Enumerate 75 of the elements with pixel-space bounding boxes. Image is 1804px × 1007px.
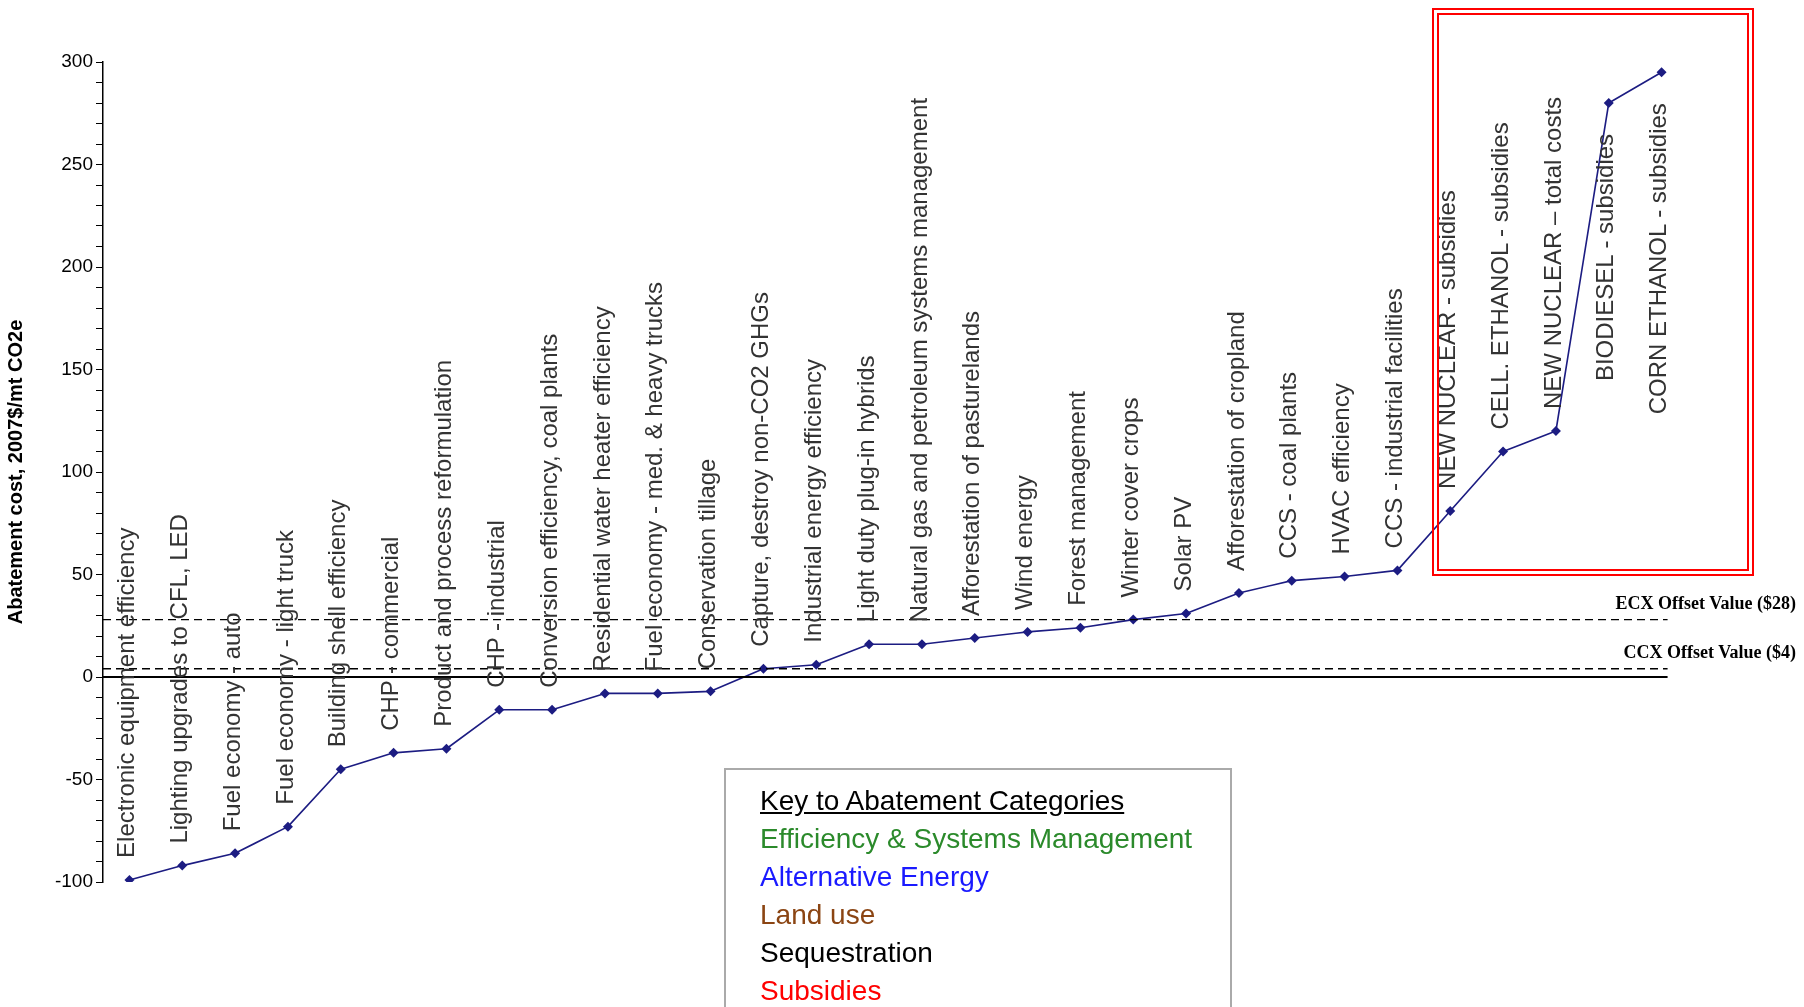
x-tick-label: BIODIESEL - subsidies	[1591, 133, 1619, 382]
x-tick-label: Residential water heater efficiency	[587, 306, 615, 672]
y-tick-label: 300	[61, 50, 93, 72]
y-tick-label: 250	[61, 152, 93, 174]
y-axis-title: Abatement cost, 2007$/mt CO2e	[3, 319, 26, 625]
x-tick-label: Wind energy	[1010, 475, 1038, 610]
x-tick-label: CORN ETHANOL - subsidies	[1644, 103, 1672, 415]
x-tick-label: Light duty plug-in hybrids	[851, 355, 879, 623]
x-tick-label: Electronic equipment efficiency	[112, 527, 140, 858]
x-tick-label: CCS - coal plants	[1274, 371, 1302, 559]
legend-title: Key to Abatement Categories	[760, 784, 1126, 818]
y-tick-label: -100	[54, 870, 93, 892]
point	[230, 848, 241, 859]
point	[1022, 626, 1033, 637]
x-tick-label: Capture, destroy non-CO2 GHGs	[746, 291, 774, 647]
point	[494, 704, 505, 715]
point	[969, 633, 980, 644]
x-tick-label: CCS - industrial facilities	[1380, 288, 1408, 549]
x-tick-label: Natural gas and petroleum systems management	[904, 97, 932, 623]
x-tick-label: Building shell efficiency	[323, 499, 351, 748]
ref-line-label: CCX Offset Value ($4)	[1623, 642, 1796, 664]
point	[1233, 587, 1244, 598]
point	[1286, 575, 1297, 586]
x-tick-label: Industrial energy efficiency	[798, 358, 826, 643]
annotation: Efficiency & Systems Management	[760, 822, 1194, 856]
x-tick-label: Lighting upgrades to CFL, LED	[164, 514, 192, 844]
x-tick-label: Fuel economy - light truck	[270, 528, 298, 805]
y-tick-label: 100	[61, 460, 93, 482]
x-tick-label: Afforestation of cropland	[1221, 311, 1249, 571]
point	[1498, 446, 1509, 457]
x-tick-label: Fuel economy - auto	[217, 612, 245, 832]
x-tick-label: Fuel economy - med. & heavy trucks	[640, 281, 668, 672]
point	[547, 704, 558, 715]
x-tick-label: Afforestation of pasturelands	[957, 310, 985, 617]
ref-line-label: ECX Offset Value ($28)	[1615, 593, 1796, 615]
point	[811, 659, 822, 670]
point	[1656, 67, 1667, 78]
x-tick-label: Conversion efficiency, coal plants	[534, 333, 562, 688]
point	[335, 764, 346, 775]
x-tick-label: CHP - industrial	[481, 520, 509, 688]
point	[1445, 505, 1456, 516]
x-tick-label: Solar PV	[1168, 496, 1196, 592]
text: Subsidies	[760, 974, 883, 1007]
point	[1181, 608, 1192, 619]
point	[864, 639, 875, 650]
x-tick-label: CELL. ETHANOL - subsidies	[1485, 122, 1513, 430]
point	[1550, 426, 1561, 436]
point	[177, 860, 188, 871]
y-tick-label: 0	[82, 665, 93, 687]
point	[599, 688, 610, 699]
point	[1075, 622, 1086, 633]
point	[1392, 565, 1403, 576]
point	[916, 639, 927, 650]
text: Sequestration	[760, 936, 934, 970]
point	[1603, 98, 1614, 108]
point	[124, 874, 135, 882]
x-tick-label: HVAC efficiency	[1327, 383, 1355, 555]
x-tick-label: Winter cover crops	[1115, 397, 1143, 598]
x-tick-label: CHP - commercial	[376, 536, 404, 731]
point	[282, 821, 293, 832]
x-tick-label: Product and process reformulation	[429, 359, 457, 727]
point	[1339, 571, 1350, 582]
y-tick-label: -50	[65, 767, 93, 789]
y-tick-label: 50	[71, 562, 93, 584]
y-tick-label: 200	[61, 255, 93, 277]
point	[441, 743, 452, 754]
x-tick-label: NEW NUCLEAR – total costs	[1538, 96, 1566, 409]
x-tick-label: Conservation tillage	[693, 458, 721, 670]
point	[388, 747, 399, 758]
y-tick-label: 150	[61, 357, 93, 379]
point	[705, 686, 716, 697]
x-tick-label: Forest management	[1063, 390, 1091, 606]
annotation: Alternative Energy	[760, 860, 990, 894]
text: Land use	[760, 898, 877, 932]
point	[652, 688, 663, 699]
